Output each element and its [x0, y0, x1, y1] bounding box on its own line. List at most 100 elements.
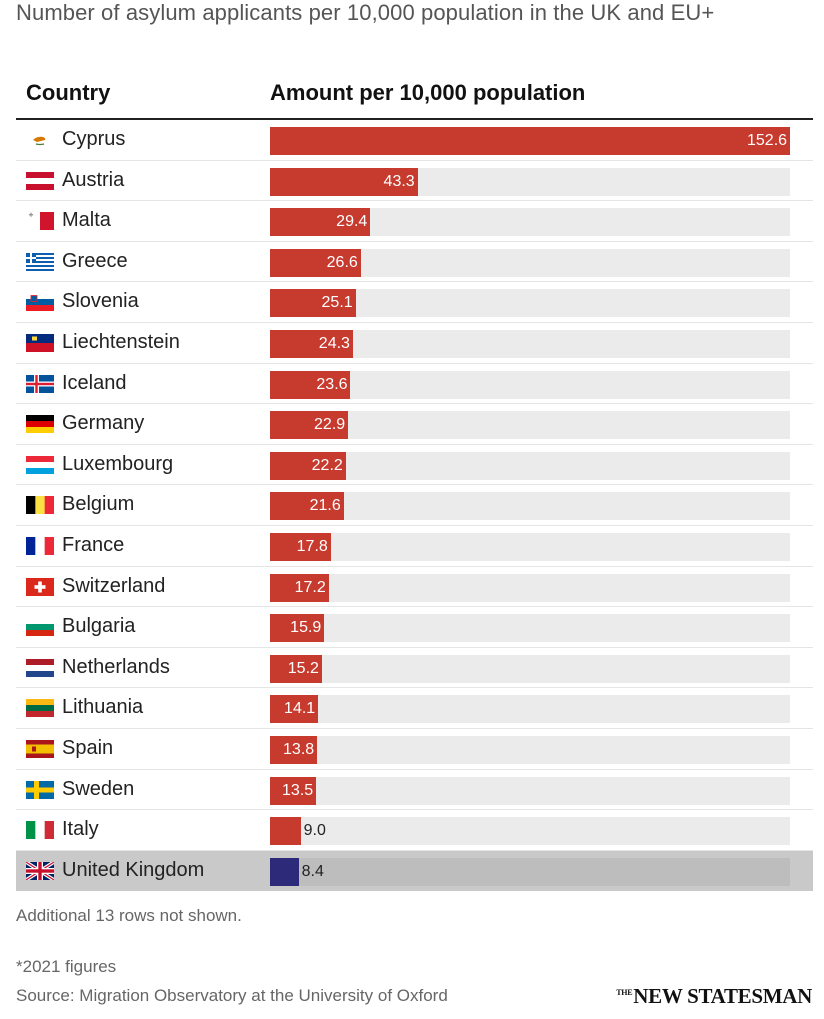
bar-track: 8.4 — [270, 857, 790, 886]
bar-track: 15.9 — [270, 614, 790, 643]
bar-austria — [270, 167, 418, 196]
bar-track: 22.2 — [270, 451, 790, 480]
bar-track: 13.8 — [270, 735, 790, 764]
bar-track: 15.2 — [270, 654, 790, 683]
bar-sweden — [270, 776, 316, 805]
bar-italy — [270, 817, 301, 846]
bar-malta — [270, 208, 371, 237]
value-label-lithuania: 14.1 — [284, 700, 316, 718]
value-label-italy: 9.0 — [303, 822, 326, 840]
value-label-austria: 43.3 — [383, 172, 415, 190]
table-row: Netherlands 15.2 — [16, 648, 813, 689]
table-row: United Kingdom 8.4 — [16, 850, 813, 892]
bar-iceland — [270, 370, 351, 399]
bar-luxembourg — [270, 451, 346, 480]
country-name-switzerland: Switzerland — [62, 574, 166, 597]
bar-track: 23.6 — [270, 370, 790, 399]
country-name-liechtenstein: Liechtenstein — [62, 330, 180, 353]
bar-bulgaria — [270, 614, 325, 643]
table-row: Liechtenstein 24.3 — [16, 323, 813, 364]
bar-united-kingdom — [270, 857, 299, 886]
lithuania-flag-icon — [26, 699, 54, 718]
country-name-italy: Italy — [62, 818, 99, 841]
value-label-luxembourg: 22.2 — [311, 456, 343, 474]
value-label-switzerland: 17.2 — [294, 578, 326, 596]
bar-track: 17.8 — [270, 532, 790, 561]
country-name-france: France — [62, 533, 125, 556]
chart-title: Number of asylum applicants per 10,000 p… — [16, 0, 715, 25]
value-label-spain: 13.8 — [283, 740, 315, 758]
country-name-united-kingdom: United Kingdom — [62, 858, 205, 881]
table-row: Iceland 23.6 — [16, 364, 813, 405]
value-label-greece: 26.6 — [326, 253, 358, 271]
rows-hidden-note: Additional 13 rows not shown. — [16, 906, 242, 925]
sweden-flag-icon — [26, 780, 54, 799]
bar-slovenia — [270, 289, 356, 318]
value-label-malta: 29.4 — [336, 213, 368, 231]
bar-germany — [270, 411, 349, 440]
value-label-slovenia: 25.1 — [321, 294, 353, 312]
bar-netherlands — [270, 654, 322, 683]
bar-track: 14.1 — [270, 695, 790, 724]
new-statesman-logo: THENEW STATESMAN — [616, 984, 812, 1008]
bar-belgium — [270, 492, 344, 521]
data-table: Cyprus 152.6 Austria 43.3 Malta 29.4 Greece 26.… — [16, 120, 813, 892]
table-row: Luxembourg 22.2 — [16, 445, 813, 486]
table-row: Switzerland 17.2 — [16, 567, 813, 608]
spain-flag-icon — [26, 739, 54, 758]
united-kingdom-flag-icon — [26, 861, 54, 880]
cyprus-flag-icon — [26, 131, 54, 149]
italy-flag-icon — [26, 821, 54, 840]
bar-track: 24.3 — [270, 329, 790, 358]
value-label-bulgaria: 15.9 — [290, 619, 322, 637]
bar-greece — [270, 248, 361, 277]
value-label-sweden: 13.5 — [282, 781, 314, 799]
table-row: Spain 13.8 — [16, 729, 813, 770]
value-label-belgium: 21.6 — [309, 497, 341, 515]
slovenia-flag-icon — [26, 293, 54, 312]
country-name-austria: Austria — [62, 168, 125, 191]
bar-switzerland — [270, 573, 329, 602]
value-label-germany: 22.9 — [314, 416, 346, 434]
amount-column-header: Amount per 10,000 population — [270, 80, 586, 105]
country-name-iceland: Iceland — [62, 371, 127, 394]
country-name-lithuania: Lithuania — [62, 696, 144, 719]
country-name-bulgaria: Bulgaria — [62, 615, 136, 638]
bar-track: 13.5 — [270, 776, 790, 805]
bar-track: 25.1 — [270, 289, 790, 318]
table-row: Malta 29.4 — [16, 201, 813, 242]
switzerland-flag-icon — [26, 577, 54, 596]
table-row: Sweden 13.5 — [16, 770, 813, 811]
table-row: Cyprus 152.6 — [16, 120, 813, 161]
bar-track: 22.9 — [270, 411, 790, 440]
table-row: Slovenia 25.1 — [16, 282, 813, 323]
country-name-belgium: Belgium — [62, 493, 135, 516]
table-row: Lithuania 14.1 — [16, 688, 813, 729]
country-name-germany: Germany — [62, 412, 145, 435]
country-column-header: Country — [26, 80, 111, 105]
bar-lithuania — [270, 695, 319, 724]
bar-cyprus — [270, 127, 790, 155]
country-name-slovenia: Slovenia — [62, 290, 139, 313]
france-flag-icon — [26, 536, 54, 555]
bar-track: 29.4 — [270, 208, 790, 237]
bar-track: 17.2 — [270, 573, 790, 602]
table-row: France 17.8 — [16, 526, 813, 567]
liechtenstein-flag-icon — [26, 333, 54, 352]
bulgaria-flag-icon — [26, 618, 54, 637]
table-row: Italy 9.0 — [16, 810, 813, 851]
table-row: Bulgaria 15.9 — [16, 607, 813, 648]
bar-liechtenstein — [270, 329, 353, 358]
country-name-luxembourg: Luxembourg — [62, 452, 174, 475]
bar-track: 152.6 — [270, 127, 790, 155]
greece-flag-icon — [26, 252, 54, 271]
belgium-flag-icon — [26, 496, 54, 515]
value-label-netherlands: 15.2 — [287, 659, 319, 677]
malta-flag-icon — [26, 212, 54, 231]
country-name-malta: Malta — [62, 209, 111, 232]
value-label-united-kingdom: 8.4 — [301, 862, 324, 880]
header-divider — [16, 118, 813, 120]
austria-flag-icon — [26, 171, 54, 190]
value-label-france: 17.8 — [296, 537, 328, 555]
value-label-iceland: 23.6 — [316, 375, 348, 393]
